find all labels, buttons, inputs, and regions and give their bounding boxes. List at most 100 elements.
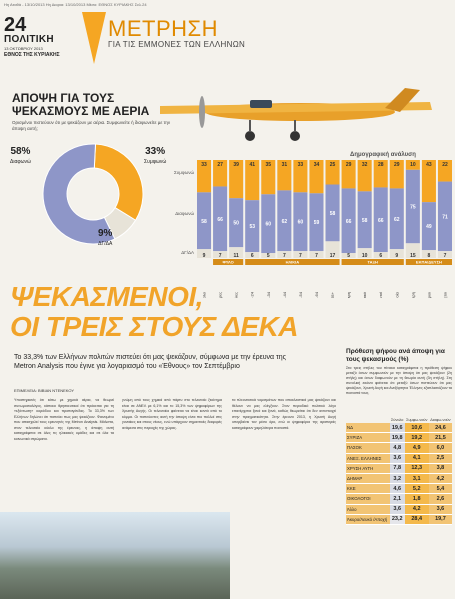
category-label-7: 55-64 [314, 291, 319, 298]
group-label-2: ΤΑΞΗ [367, 260, 378, 265]
bar-value-disagree-2: 50 [233, 221, 239, 227]
bar-dk-10 [357, 248, 372, 258]
table-row: ΠΑΣΟΚ 4,8 4,9 6,0 [346, 442, 452, 454]
article-lede: Το 33,3% των Ελλήνων πολιτών πιστεύει ότ… [14, 354, 287, 370]
bar-dk-1 [213, 251, 228, 258]
bar-value-dk-15: 7 [444, 253, 447, 259]
bar-agree-1 [213, 160, 228, 187]
table-cell-disagree: 3,8 [428, 463, 452, 474]
table-cell-agree: 4,9 [404, 442, 429, 454]
table-cell-disagree: 5,4 [428, 483, 452, 495]
bar-value-dk-4: 5 [267, 253, 270, 259]
table-cell-agree: 5,2 [404, 483, 429, 495]
bar-value-disagree-6: 60 [298, 220, 304, 226]
pie-value-agree: 33% [145, 146, 166, 157]
group-label-0: ΦΥΛΟ [223, 260, 234, 265]
table-cell-party: ΑΝΕΞ. ΕΛΛΗΝΕΣ [346, 453, 390, 464]
table-row: ΝΔ 19,6 10,6 24,6 [346, 423, 452, 434]
page-number: 24 [4, 14, 27, 36]
group-label-1: ΗΛΙΚΙΑ [286, 260, 300, 265]
table-cell-disagree: 21,5 [428, 432, 452, 444]
article-column-3: τα πλεονεκτικά νομισμάτων που αποκλειστι… [232, 398, 336, 430]
category-label-11: Μισθωτοί [378, 292, 383, 298]
table-cell-total: 4,6 [389, 483, 405, 495]
bar-value-dk-0: 9 [203, 253, 206, 259]
bar-agree-0 [197, 160, 212, 193]
table-cell-disagree: 2,5 [428, 453, 452, 464]
bar-value-dk-13: 15 [410, 253, 416, 259]
bar-value-dk-2: 11 [234, 253, 240, 259]
row-label-agree: Συμφωνώ [174, 169, 195, 175]
bar-value-agree-3: 41 [249, 162, 255, 168]
table-row: Άκυρο/Λευκό /Αποχή 23,2 28,4 19,7 [346, 514, 452, 525]
pie-label-disagree: 58% Διαφωνώ [10, 146, 31, 168]
bar-agree-10 [357, 160, 372, 192]
city-photo [0, 512, 230, 599]
bar-value-agree-10: 32 [362, 162, 368, 168]
plane-wheel-right [290, 131, 300, 141]
bar-dk-0 [197, 249, 212, 258]
bar-value-agree-13: 10 [410, 162, 416, 168]
group-label-3: ΕΚΠΑΙΔΕΥΣΗ [416, 260, 442, 265]
brand-title: ΜΕΤΡΗΣΗ [108, 16, 218, 41]
bar-value-agree-6: 33 [298, 162, 304, 168]
bar-agree-11 [373, 160, 388, 188]
vote-intention-table: Σύνολο Συμφω-νούν Διαφω-νούν ΝΔ 19,6 10,6 2… [346, 417, 452, 525]
pie-name-disagree: Διαφωνώ [10, 159, 31, 165]
table-cell-agree: 4,1 [404, 453, 429, 464]
table-header-disagree: Διαφω-νούν [430, 418, 451, 422]
bar-value-dk-11: 6 [379, 253, 382, 259]
row-label-dk: ΔΓ/ΔΑ [181, 250, 194, 255]
category-label-8: 65+ [330, 291, 335, 298]
bar-value-disagree-13: 75 [410, 205, 416, 211]
table-cell-total: 23,2 [389, 514, 405, 525]
bar-value-disagree-9: 66 [346, 219, 352, 225]
bar-value-agree-1: 27 [217, 162, 223, 168]
bar-value-disagree-7: 59 [314, 220, 320, 226]
plane-wing [160, 102, 432, 114]
bar-dk-6 [293, 251, 308, 258]
bar-value-disagree-12: 62 [394, 217, 400, 223]
table-cell-party: ΧΡΥΣΗ ΑΥΓΗ [346, 463, 390, 474]
bar-value-agree-12: 29 [394, 162, 400, 168]
table-cell-disagree: 6,0 [428, 442, 452, 454]
table-cell-party: ΚΚΕ [346, 483, 390, 495]
plane-tail [385, 88, 420, 112]
bar-value-dk-14: 8 [428, 253, 431, 259]
table-cell-agree: 28,4 [404, 514, 429, 525]
table-row: ΚΚΕ 4,6 5,2 5,4 [346, 483, 452, 495]
bar-value-dk-7: 7 [315, 253, 318, 259]
pie-name-agree: Συμφωνώ [144, 159, 167, 165]
table-cell-agree: 10,6 [404, 423, 429, 434]
bar-dk-7 [309, 251, 324, 258]
pie-value-disagree: 58% [10, 146, 31, 157]
bar-agree-5 [277, 160, 292, 191]
headline-line-1: ΨΕΚΑΣΜΕΝΟΙ, [10, 281, 203, 312]
table-row: ΧΡΥΣΗ ΑΥΓΗ 7,8 12,3 3,8 [346, 463, 452, 474]
bar-dk-5 [277, 251, 292, 258]
table-header-agree: Συμφω-νούν [406, 418, 428, 422]
bar-value-agree-14: 43 [426, 162, 432, 168]
bar-value-dk-8: 17 [330, 253, 336, 259]
bar-disagree-12 [389, 188, 404, 250]
bar-disagree-2 [229, 198, 244, 248]
bar-disagree-1 [213, 186, 228, 252]
category-label-10: Αγροτικό [362, 291, 367, 298]
bar-agree-14 [421, 160, 436, 203]
group-band-2 [341, 259, 404, 265]
category-label-4: 25-34 [266, 291, 271, 298]
bar-agree-4 [261, 160, 276, 195]
bar-disagree-15 [437, 181, 452, 252]
category-label-3: 18-24 [250, 291, 255, 298]
bar-disagree-9 [341, 188, 356, 254]
table-cell-disagree: 19,7 [428, 514, 452, 525]
bar-value-agree-9: 29 [346, 162, 352, 168]
bar-value-disagree-8: 58 [330, 211, 336, 217]
bar-value-disagree-4: 60 [266, 222, 272, 228]
table-cell-total: 2,1 [389, 493, 405, 505]
bar-agree-15 [437, 160, 452, 182]
table-cell-agree: 19,2 [404, 432, 429, 444]
bar-disagree-11 [373, 187, 388, 253]
bar-value-dk-3: 6 [251, 253, 254, 259]
demographic-chart-box: ΣυμφωνώΔιαφωνώΔΓ/ΔΑ33589Σύνολο27667Άνδρε… [168, 158, 455, 313]
